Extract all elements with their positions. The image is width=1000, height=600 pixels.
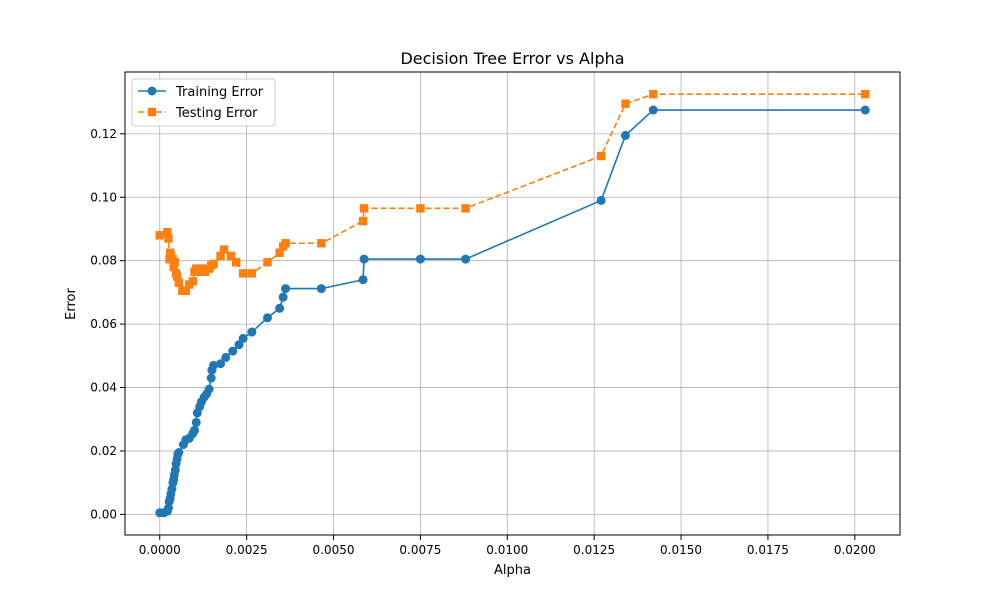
data-point xyxy=(238,333,248,343)
data-point xyxy=(228,346,238,356)
data-point xyxy=(358,275,368,285)
y-tick-label: 0.06 xyxy=(90,317,117,331)
x-tick-label: 0.0000 xyxy=(139,543,181,557)
y-tick-label: 0.02 xyxy=(90,444,117,458)
legend-item-testing-error: Testing Error xyxy=(138,106,258,121)
data-point xyxy=(155,231,164,240)
data-point xyxy=(359,204,369,213)
legend: Training Error Testing Error xyxy=(131,78,276,127)
data-point xyxy=(596,151,606,161)
data-point xyxy=(191,417,201,427)
x-tick-label: 0.0100 xyxy=(486,543,528,557)
chart-title: Decision Tree Error vs Alpha xyxy=(400,49,624,68)
data-point xyxy=(232,258,241,267)
data-point xyxy=(247,269,257,278)
legend-label: Training Error xyxy=(175,85,264,100)
data-point xyxy=(620,130,630,140)
x-tick-label: 0.0175 xyxy=(747,543,789,557)
data-point xyxy=(648,105,658,115)
legend-item-training-error: Training Error xyxy=(138,85,264,100)
x-tick-label: 0.0200 xyxy=(834,543,876,557)
axis-ticks: 0.0000 0.0025 0.0050 0.0075 0.0100 0.0125 0.01… xyxy=(90,127,876,557)
data-point xyxy=(219,245,229,254)
data-point xyxy=(163,227,172,237)
data-point xyxy=(860,105,870,115)
series-training-error xyxy=(155,105,870,518)
data-point xyxy=(359,254,369,264)
data-point xyxy=(209,259,218,269)
data-point xyxy=(415,254,425,264)
data-point xyxy=(216,251,225,261)
legend-box xyxy=(131,78,276,127)
data-point xyxy=(216,359,226,369)
data-point xyxy=(190,425,200,435)
series-testing-error xyxy=(155,89,870,296)
y-tick-label: 0.08 xyxy=(90,254,117,268)
data-point xyxy=(181,286,191,296)
data-point xyxy=(461,204,470,213)
y-tick-label: 0.00 xyxy=(90,507,117,521)
data-point xyxy=(649,89,658,99)
data-point xyxy=(174,278,184,288)
data-point xyxy=(188,277,197,286)
x-tick-label: 0.0150 xyxy=(660,543,702,557)
x-tick-label: 0.0050 xyxy=(313,543,355,557)
data-point xyxy=(317,239,326,248)
data-point xyxy=(461,254,471,264)
data-point xyxy=(234,340,244,350)
data-point xyxy=(861,89,870,99)
data-point xyxy=(263,258,272,267)
x-tick-label: 0.0125 xyxy=(573,543,615,557)
x-axis-title: Alpha xyxy=(494,563,531,578)
data-point xyxy=(316,284,326,294)
plot-frame xyxy=(124,71,901,536)
y-axis-title: Error xyxy=(64,288,79,320)
data-point xyxy=(247,327,257,337)
legend-marker xyxy=(147,107,157,117)
legend-label: Testing Error xyxy=(175,106,258,121)
data-point xyxy=(281,284,291,294)
data-point xyxy=(278,292,288,302)
x-tick-label: 0.0075 xyxy=(399,543,441,557)
data-point xyxy=(172,272,182,281)
x-tick-label: 0.0025 xyxy=(226,543,268,557)
data-point xyxy=(416,204,425,213)
data-point xyxy=(262,313,272,323)
data-point xyxy=(358,216,368,226)
legend-marker xyxy=(147,86,157,96)
data-point xyxy=(174,448,184,458)
data-point xyxy=(209,360,219,370)
data-point xyxy=(170,258,179,267)
y-tick-label: 0.04 xyxy=(90,381,117,395)
y-tick-label: 0.12 xyxy=(90,127,117,141)
data-point xyxy=(164,234,173,243)
data-point xyxy=(281,239,290,248)
data-point xyxy=(204,384,214,394)
data-point xyxy=(275,303,285,313)
data-point xyxy=(621,99,630,108)
data-point xyxy=(206,373,216,383)
series-layer xyxy=(155,89,870,518)
data-point xyxy=(169,262,178,272)
data-point xyxy=(275,248,284,257)
y-tick-label: 0.10 xyxy=(90,190,117,204)
data-point xyxy=(238,269,248,278)
grid-lines xyxy=(125,72,900,535)
data-point xyxy=(226,251,236,261)
data-point xyxy=(221,352,231,362)
data-point xyxy=(596,195,606,205)
